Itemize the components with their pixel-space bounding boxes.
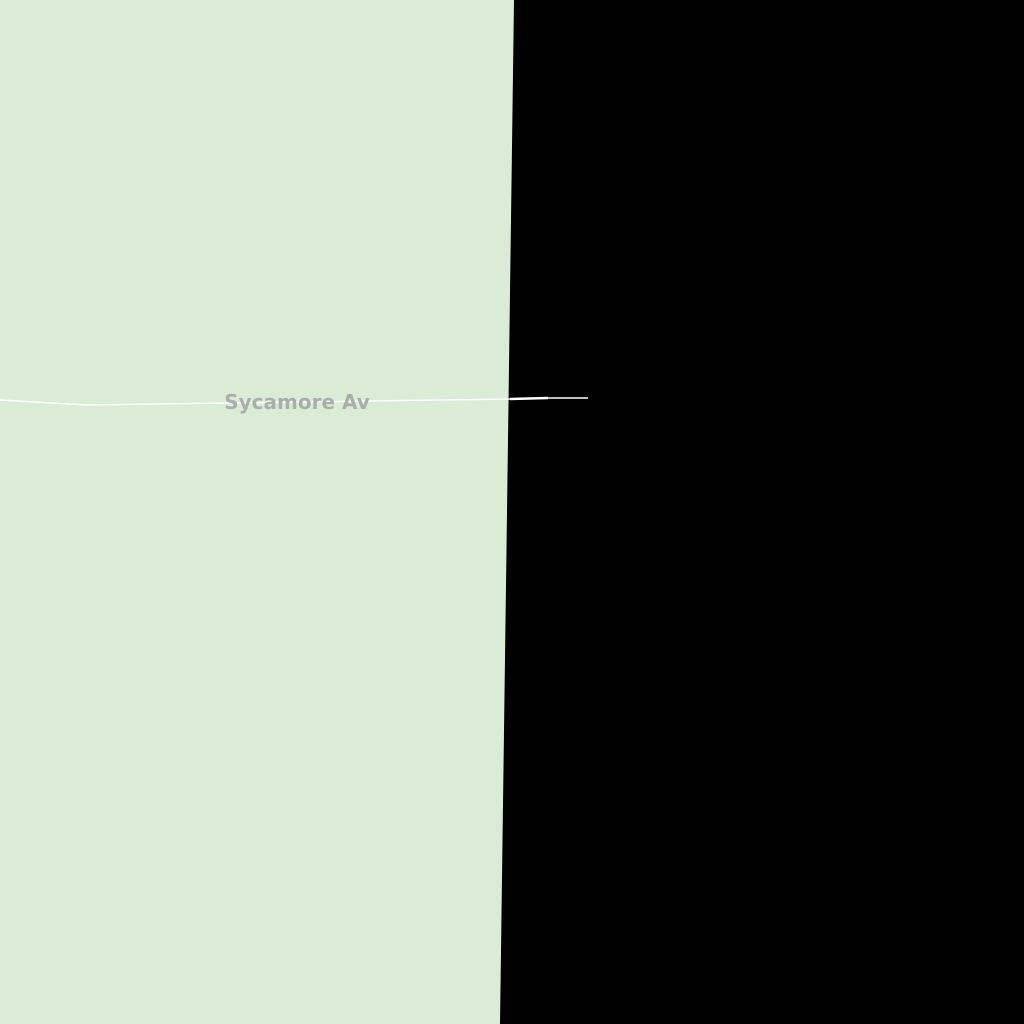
park-area: [0, 0, 514, 1024]
street-label-sycamore-av: Sycamore Av: [224, 390, 370, 414]
street-sycamore-av-east: [509, 396, 549, 401]
